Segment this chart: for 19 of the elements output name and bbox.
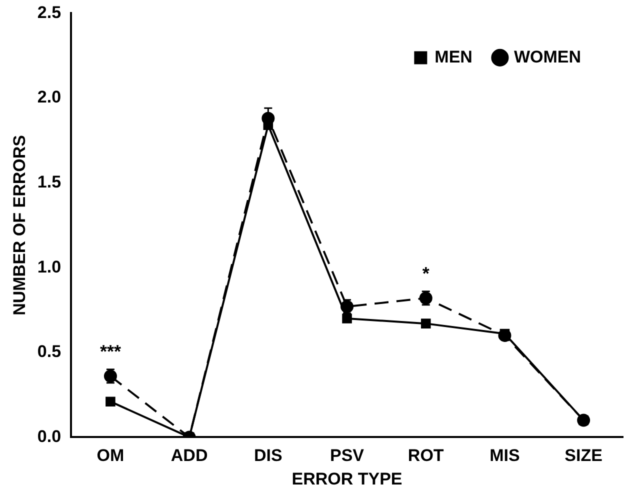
x-tick-label: OM <box>96 446 124 466</box>
legend-label: WOMEN <box>514 47 581 66</box>
y-tick-label: 2.0 <box>37 88 62 107</box>
legend-label: MEN <box>434 47 472 66</box>
x-tick-label: ROT <box>408 446 444 466</box>
y-tick-label: 1.0 <box>37 257 62 276</box>
y-tick-label: 0.0 <box>37 426 62 446</box>
x-tick-label: SIZE <box>564 446 602 466</box>
x-axis-title: ERROR TYPE <box>292 469 402 488</box>
x-tick-label: ADD <box>170 446 208 466</box>
y-axis-title: NUMBER OF ERRORS <box>10 134 29 316</box>
x-tick-label: DIS <box>254 446 282 466</box>
annotation: * <box>422 263 430 284</box>
y-tick-label: 2.5 <box>37 2 62 22</box>
x-tick-label: MIS <box>490 446 520 466</box>
y-tick-label: 1.5 <box>37 172 62 192</box>
x-tick-label: PSV <box>330 446 365 466</box>
annotation: *** <box>100 341 121 362</box>
y-tick-label: 0.5 <box>37 342 62 362</box>
